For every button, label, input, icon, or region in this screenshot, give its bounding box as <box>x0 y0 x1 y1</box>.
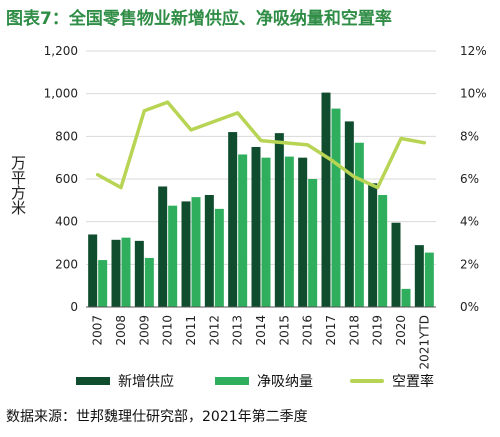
legend-label-new-supply: 新增供应 <box>118 374 174 390</box>
x-tick-label: 2008 <box>114 315 128 346</box>
x-tick-label: 2015 <box>277 315 291 346</box>
legend: 新增供应 净吸纳量 空置率 <box>0 371 500 395</box>
x-tick-label: 2017 <box>324 315 338 346</box>
bar-net-absorption <box>331 108 341 307</box>
legend-swatch-new-supply <box>76 377 110 385</box>
x-tick-label: 2016 <box>301 315 315 346</box>
y-axis-label: 万平方米 <box>9 155 27 215</box>
bar-net-absorption <box>354 142 364 307</box>
bar-new-supply <box>414 245 424 307</box>
bar-new-supply <box>158 186 168 307</box>
bar-new-supply <box>228 132 238 307</box>
x-tick-label: 2010 <box>161 315 175 346</box>
y-tick-label: 200 <box>55 257 78 271</box>
y2-tick-label: 12% <box>460 44 487 58</box>
bar-new-supply <box>391 222 401 307</box>
bar-net-absorption <box>144 257 154 307</box>
x-tick-label: 2007 <box>91 315 105 346</box>
x-tick-label: 2011 <box>184 315 198 346</box>
x-tick-label: 2019 <box>371 315 385 346</box>
y-tick-label: 1,000 <box>44 87 78 101</box>
y2-tick-label: 0% <box>460 300 479 314</box>
bar-new-supply <box>181 201 191 307</box>
bar-new-supply <box>88 234 98 307</box>
y2-tick-label: 4% <box>460 215 479 229</box>
bar-new-supply <box>368 183 378 307</box>
bar-new-supply <box>298 157 308 307</box>
bar-net-absorption <box>378 195 388 307</box>
bar-net-absorption <box>401 288 411 307</box>
x-tick-label: 2013 <box>231 315 245 346</box>
bar-net-absorption <box>424 252 434 307</box>
bar-new-supply <box>251 147 261 307</box>
x-tick-label: 2018 <box>347 315 361 346</box>
bar-net-absorption <box>308 179 318 307</box>
bar-net-absorption <box>168 205 178 307</box>
bar-new-supply <box>274 133 284 307</box>
chart-title: 图表7：全国零售物业新增供应、净吸纳量和空置率 <box>6 9 392 29</box>
bar-net-absorption <box>191 197 201 307</box>
bar-new-supply <box>204 195 214 307</box>
y-tick-label: 600 <box>55 172 78 186</box>
legend-item-new-supply: 新增供应 <box>76 371 174 391</box>
y-tick-label: 1,200 <box>44 44 78 58</box>
legend-item-net-absorption: 净吸纳量 <box>215 371 313 391</box>
bar-net-absorption <box>121 237 131 307</box>
x-tick-label: 2021YTD <box>417 315 431 369</box>
x-tick-label: 2014 <box>254 315 268 346</box>
legend-item-vacancy: 空置率 <box>350 371 434 391</box>
x-tick-label: 2020 <box>394 315 408 346</box>
y2-tick-label: 8% <box>460 129 479 143</box>
bar-new-supply <box>321 92 331 307</box>
bar-net-absorption <box>214 208 224 307</box>
bar-net-absorption <box>98 260 108 307</box>
y2-tick-label: 6% <box>460 172 479 186</box>
x-tick-label: 2012 <box>207 315 221 346</box>
bar-net-absorption <box>284 156 294 307</box>
bar-new-supply <box>111 239 121 307</box>
bar-new-supply <box>344 121 354 308</box>
source-note: 数据来源：世邦魏理仕研究部，2021年第二季度 <box>6 409 308 425</box>
y2-tick-label: 10% <box>460 87 487 101</box>
bar-net-absorption <box>261 157 271 307</box>
legend-label-net-absorption: 净吸纳量 <box>257 374 313 390</box>
bar-new-supply <box>134 240 144 307</box>
legend-label-vacancy: 空置率 <box>392 374 434 390</box>
bar-net-absorption <box>238 154 248 307</box>
line-vacancy <box>95 100 427 190</box>
y-tick-label: 0 <box>70 300 78 314</box>
x-tick-label: 2009 <box>137 315 151 346</box>
y2-tick-label: 2% <box>460 257 479 271</box>
y-tick-label: 400 <box>55 215 78 229</box>
legend-swatch-net-absorption <box>215 377 249 385</box>
y-tick-label: 800 <box>55 129 78 143</box>
legend-swatch-vacancy <box>350 379 384 383</box>
